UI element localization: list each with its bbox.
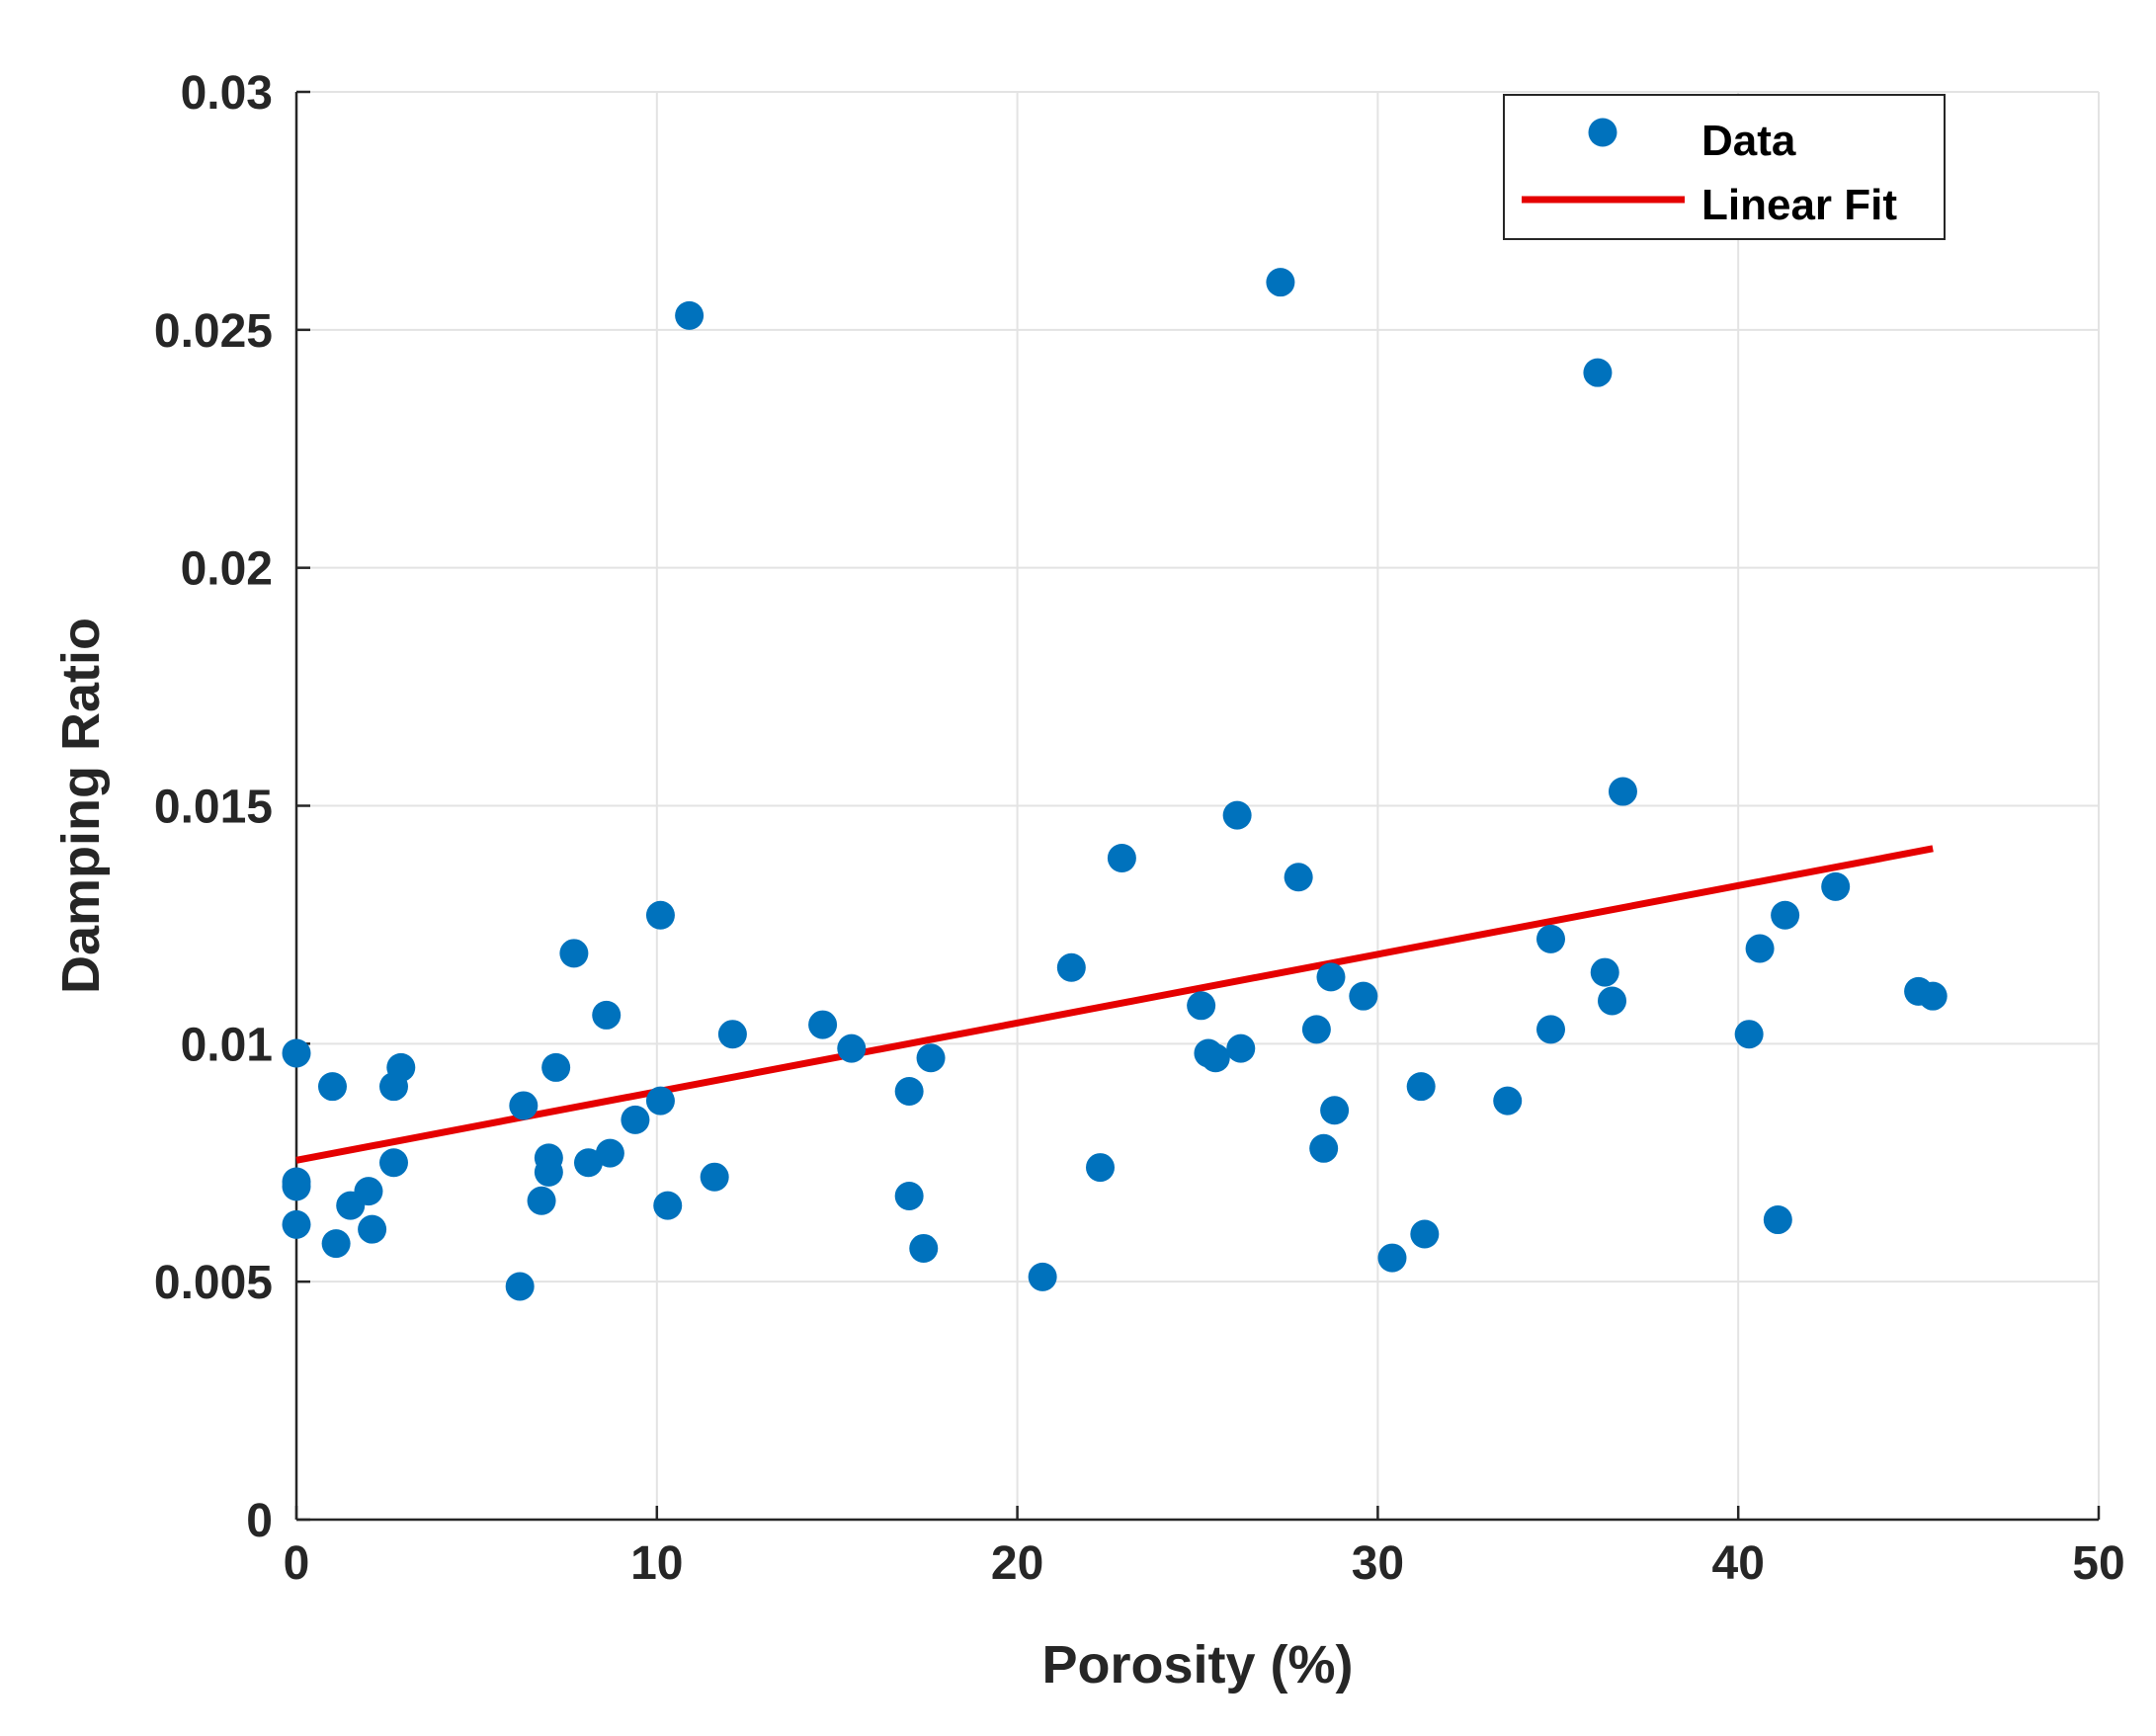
data-point <box>1056 952 1086 982</box>
y-axis-label: Damping Ratio <box>51 618 111 994</box>
y-tick-label: 0.005 <box>154 1257 273 1309</box>
data-point <box>592 1000 622 1030</box>
grid-lines <box>295 91 2100 1521</box>
data-point <box>282 1038 311 1068</box>
data-point <box>358 1214 387 1244</box>
data-point <box>317 1072 347 1102</box>
data-point <box>894 1181 924 1210</box>
data-point <box>645 1086 675 1116</box>
data-point <box>717 1020 747 1049</box>
data-point <box>1309 1133 1339 1163</box>
data-point <box>808 1010 838 1039</box>
data-point <box>1349 981 1378 1011</box>
x-axis-label: Porosity (%) <box>1041 1635 1353 1695</box>
data-point <box>1583 358 1613 387</box>
data-point <box>1410 1219 1440 1249</box>
y-tick-label: 0 <box>246 1495 273 1547</box>
data-point <box>559 939 589 968</box>
data-point <box>645 900 675 930</box>
fit-line-layer <box>295 845 1934 1164</box>
data-point <box>1301 1015 1331 1044</box>
data-point <box>1763 1205 1792 1235</box>
data-point <box>909 1233 939 1263</box>
y-tick-label: 0.02 <box>181 543 273 596</box>
data-point <box>621 1105 650 1134</box>
data-point <box>282 1172 311 1201</box>
y-tick-label: 0.01 <box>181 1019 273 1071</box>
data-point <box>1493 1086 1523 1116</box>
data-point <box>894 1077 924 1106</box>
data-point <box>1377 1243 1407 1273</box>
data-point <box>1918 981 1948 1011</box>
legend-data-marker <box>1588 118 1617 147</box>
data-point <box>509 1091 539 1120</box>
data-point <box>700 1162 729 1192</box>
data-point <box>837 1033 867 1063</box>
data-point <box>541 1052 571 1082</box>
data-point <box>1536 1015 1566 1044</box>
data-point <box>534 1157 563 1187</box>
data-point <box>1598 986 1627 1016</box>
data-point <box>527 1186 556 1215</box>
data-point <box>1086 1153 1116 1183</box>
data-point <box>1771 900 1800 930</box>
legend-fit-label: Linear Fit <box>1701 181 1897 229</box>
data-point <box>386 1052 416 1082</box>
data-points <box>282 268 1948 1301</box>
data-point <box>1266 268 1295 297</box>
data-point <box>916 1043 946 1073</box>
data-point <box>1187 991 1216 1021</box>
y-tick-label: 0.015 <box>154 782 273 834</box>
data-point <box>573 1148 603 1178</box>
x-tick-label: 0 <box>284 1537 310 1590</box>
data-point <box>1536 924 1566 953</box>
x-tick-label: 30 <box>1352 1537 1404 1590</box>
data-point <box>1222 800 1252 830</box>
data-point <box>282 1209 311 1239</box>
x-axis-ticks: 0 10 20 30 40 50 <box>284 1506 2125 1590</box>
data-point <box>1107 843 1136 872</box>
x-tick-label: 50 <box>2072 1537 2124 1590</box>
data-point <box>1406 1072 1436 1102</box>
data-point <box>1608 777 1637 806</box>
legend-data-label: Data <box>1701 117 1796 165</box>
data-point <box>1734 1020 1764 1049</box>
data-point <box>505 1272 535 1301</box>
data-point <box>1226 1033 1256 1063</box>
y-axis-ticks: 0 0.005 0.01 0.015 0.02 0.025 0.03 <box>154 67 310 1547</box>
data-point <box>653 1191 683 1220</box>
data-point <box>1821 871 1851 901</box>
data-point <box>1320 1096 1350 1125</box>
data-point <box>1316 962 1346 992</box>
data-point <box>321 1229 351 1259</box>
data-point <box>1028 1262 1057 1291</box>
y-tick-label: 0.025 <box>154 305 273 358</box>
legend-box <box>1503 94 1946 240</box>
data-point <box>354 1177 383 1206</box>
x-tick-label: 10 <box>630 1537 683 1590</box>
y-tick-label: 0.03 <box>181 67 273 120</box>
data-point <box>675 300 705 330</box>
data-point <box>378 1148 408 1178</box>
data-point <box>1284 863 1313 892</box>
data-point <box>1590 957 1619 987</box>
linear-fit-line <box>295 845 1934 1164</box>
legend: Data Linear Fit <box>1503 94 1946 240</box>
data-point <box>595 1138 624 1168</box>
data-point <box>1201 1043 1230 1073</box>
x-tick-label: 40 <box>1712 1537 1765 1590</box>
data-point <box>1745 934 1775 963</box>
x-tick-label: 20 <box>991 1537 1043 1590</box>
